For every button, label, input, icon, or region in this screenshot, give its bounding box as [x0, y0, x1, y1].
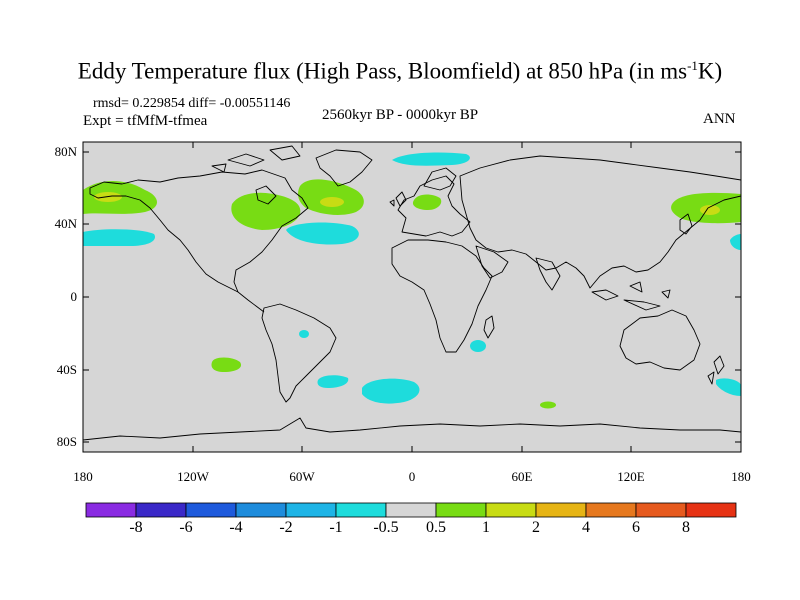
- lat-label-0: 0: [70, 289, 78, 304]
- coast-asia: [459, 155, 741, 289]
- coast-japan: [679, 213, 693, 235]
- coast-india: [535, 257, 561, 291]
- anomaly-patch-south-pacific: [211, 357, 242, 372]
- colorbar-swatch: [85, 502, 137, 518]
- colorbar: [85, 502, 737, 518]
- coastlines: [83, 145, 741, 441]
- anomaly-patch-tasman: [716, 378, 741, 396]
- rmsd-diff-stats: rmsd= 0.229854 diff= -0.00551146: [93, 96, 291, 111]
- lon-label-120e: 120E: [617, 469, 645, 484]
- coast-arabia: [475, 245, 509, 279]
- anomaly-patch-arctic: [392, 152, 470, 166]
- coast-south-america: [261, 303, 337, 403]
- colorbar-label: -4: [229, 519, 243, 536]
- experiment-label: Expt = tfMfM-tfmea: [83, 113, 208, 129]
- colorbar-swatch: [285, 502, 337, 518]
- coast-madagascar: [483, 315, 495, 339]
- colorbar-swatch: [335, 502, 387, 518]
- coast-greenland: [315, 149, 373, 187]
- lon-label-0: 0: [408, 469, 416, 484]
- colorbar-swatch: [635, 502, 687, 518]
- colorbar-swatch: [485, 502, 537, 518]
- lon-label-60w: 60W: [289, 469, 315, 484]
- lon-label-120w: 120W: [177, 469, 209, 484]
- coast-arctic-islands: [211, 145, 301, 173]
- coast-europe: [397, 175, 471, 237]
- lat-label-40s: 40S: [56, 362, 77, 377]
- coast-scandinavia: [423, 167, 457, 191]
- colorbar-swatch: [435, 502, 487, 518]
- anomaly-patch-south-america: [299, 330, 309, 338]
- colorbar-swatch: [385, 502, 437, 518]
- colorbar-label: 4: [582, 519, 590, 536]
- coast-australia: [619, 309, 701, 371]
- coast-indonesia: [591, 281, 671, 311]
- anomaly-patch-pacific-west: [83, 229, 155, 246]
- lat-label-40n: 40N: [54, 216, 77, 231]
- period-label: 2560kyr BP - 0000kyr BP: [322, 107, 479, 123]
- anomaly-patch-pacific-east-edge: [730, 234, 741, 250]
- coast-new-zealand: [707, 355, 725, 385]
- anomaly-patch-south-indian: [540, 401, 556, 409]
- anomaly-patch-atlantic-central: [286, 222, 359, 245]
- colorbar-label: 1: [482, 519, 490, 536]
- colorbar-label: -6: [179, 519, 193, 536]
- coast-antarctica: [83, 417, 741, 441]
- lat-label-80n: 80N: [54, 144, 77, 159]
- colorbar-swatch: [685, 502, 737, 518]
- chart-title: Eddy Temperature flux (High Pass, Bloomf…: [77, 58, 723, 84]
- anomaly-shading: [83, 152, 741, 409]
- colorbar-label: -1: [329, 519, 343, 536]
- colorbar-swatch: [185, 502, 237, 518]
- colorbar-label: -2: [279, 519, 293, 536]
- lat-label-80s: 80S: [56, 434, 77, 449]
- colorbar-label: -8: [129, 519, 143, 536]
- anomaly-patch-scandinavia: [412, 194, 442, 210]
- colorbar-label: 6: [632, 519, 640, 536]
- colorbar-swatch: [135, 502, 187, 518]
- colorbar-swatch: [235, 502, 287, 518]
- colorbar-label: 0.5: [426, 519, 446, 536]
- colorbar-swatch: [585, 502, 637, 518]
- colorbar-swatch: [535, 502, 587, 518]
- coast-british-isles: [389, 191, 407, 207]
- coast-africa: [391, 239, 493, 353]
- axis-ticks: [82, 142, 742, 452]
- colorbar-label: 2: [532, 519, 540, 536]
- coast-north-america: [89, 169, 309, 293]
- season-label: ANN: [703, 111, 736, 127]
- colorbar-label: 8: [682, 519, 690, 536]
- coast-hudson-bay: [255, 185, 277, 205]
- anomaly-patch-south-atlantic-west: [317, 375, 349, 388]
- colorbar-label: -0.5: [373, 519, 399, 536]
- lon-label-180e: 180: [731, 469, 751, 484]
- anomaly-patch-south-atlantic: [362, 378, 420, 404]
- anomaly-patch-north-america: [231, 192, 301, 230]
- lon-label-180w: 180: [73, 469, 93, 484]
- coast-central-america: [237, 291, 265, 313]
- anomaly-core-north-atlantic: [320, 197, 344, 207]
- map-background: [83, 142, 741, 452]
- anomaly-patch-south-africa: [470, 340, 486, 352]
- lon-label-60e: 60E: [511, 469, 533, 484]
